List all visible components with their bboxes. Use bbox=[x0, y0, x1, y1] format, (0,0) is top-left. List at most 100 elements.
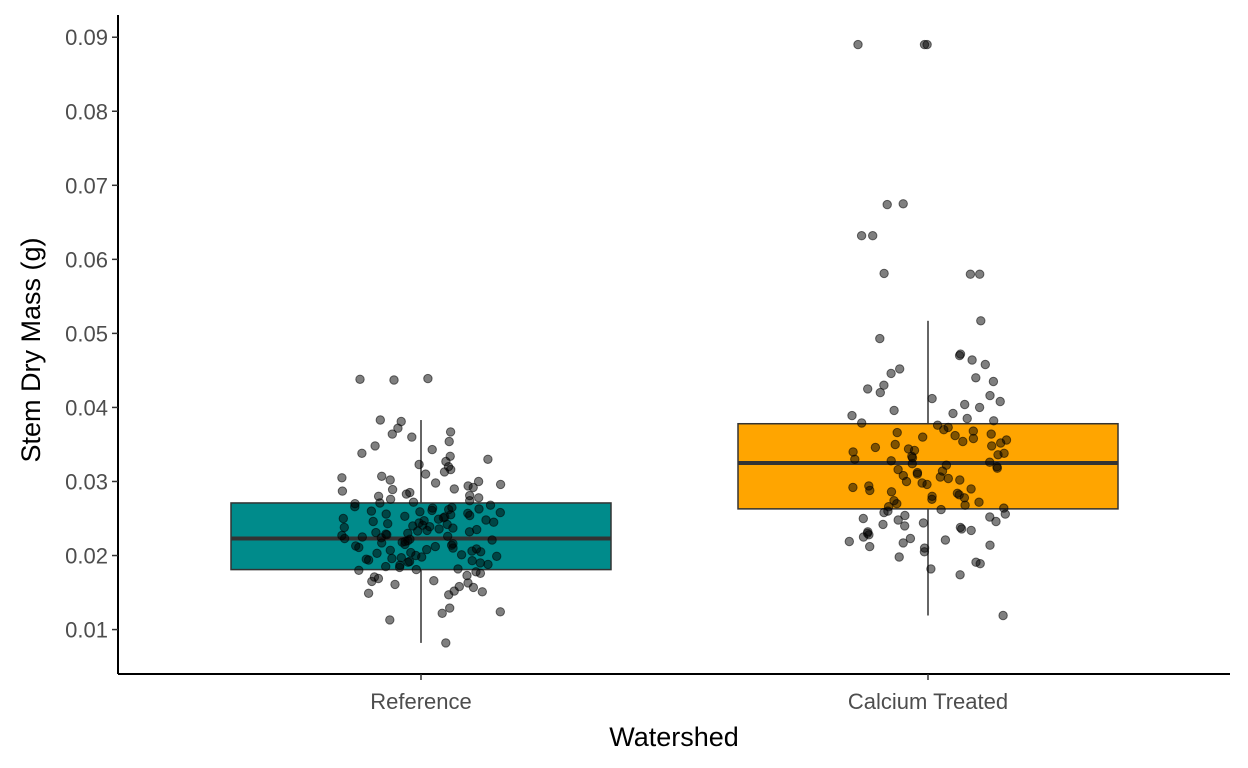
data-point bbox=[995, 396, 1005, 407]
data-point bbox=[437, 608, 447, 618]
y-axis: 0.01 0.02 0.03 0.04 0.05 0.06 0.07 0.08 0.09 bbox=[65, 15, 119, 674]
data-point bbox=[474, 504, 484, 514]
data-point bbox=[385, 545, 395, 555]
data-point bbox=[406, 547, 416, 558]
y-tick-label: 0.07 bbox=[65, 173, 108, 198]
data-point bbox=[917, 478, 927, 488]
data-point bbox=[495, 607, 505, 617]
data-point bbox=[955, 349, 966, 359]
data-point bbox=[366, 506, 377, 516]
data-point bbox=[404, 556, 415, 567]
data-point bbox=[454, 581, 464, 592]
data-point bbox=[858, 513, 868, 524]
data-point bbox=[337, 530, 347, 541]
data-point bbox=[955, 522, 966, 533]
data-point bbox=[449, 484, 459, 494]
data-point bbox=[966, 484, 976, 494]
data-point bbox=[403, 528, 413, 538]
y-tick-label: 0.08 bbox=[65, 99, 108, 124]
data-point bbox=[387, 429, 397, 439]
data-point bbox=[975, 269, 985, 279]
data-point bbox=[462, 570, 472, 581]
data-point bbox=[445, 427, 456, 437]
data-point bbox=[974, 402, 985, 413]
data-point bbox=[890, 439, 900, 450]
data-point bbox=[419, 516, 429, 526]
data-point bbox=[898, 538, 908, 548]
data-point bbox=[381, 561, 391, 572]
data-point bbox=[429, 576, 439, 586]
data-point bbox=[962, 413, 972, 424]
data-points bbox=[337, 39, 1012, 648]
data-point bbox=[927, 491, 937, 501]
data-point bbox=[895, 364, 905, 374]
data-point bbox=[894, 552, 904, 562]
data-point bbox=[369, 572, 380, 582]
data-point bbox=[495, 479, 506, 490]
data-point bbox=[387, 553, 397, 564]
data-point bbox=[903, 444, 914, 454]
data-point bbox=[456, 550, 467, 560]
data-point bbox=[483, 559, 493, 570]
data-point bbox=[414, 459, 424, 470]
y-tick-label: 0.06 bbox=[65, 247, 108, 272]
data-point bbox=[445, 603, 455, 613]
data-point bbox=[893, 515, 903, 525]
data-point bbox=[863, 384, 873, 394]
data-point bbox=[952, 488, 963, 498]
data-point bbox=[967, 355, 977, 365]
data-point bbox=[889, 405, 899, 416]
data-point bbox=[932, 420, 943, 430]
data-point bbox=[472, 524, 482, 535]
data-point bbox=[943, 473, 953, 484]
data-point bbox=[434, 524, 444, 534]
data-point bbox=[465, 490, 475, 501]
data-point bbox=[900, 510, 910, 521]
data-point bbox=[448, 539, 458, 549]
y-tick-label: 0.02 bbox=[65, 544, 108, 569]
data-point bbox=[430, 541, 440, 552]
data-point bbox=[368, 516, 378, 527]
data-point bbox=[922, 39, 932, 50]
data-point bbox=[495, 507, 505, 518]
data-point bbox=[898, 470, 908, 481]
data-point bbox=[427, 503, 438, 513]
data-point bbox=[868, 231, 878, 241]
data-point bbox=[889, 496, 899, 506]
data-point bbox=[339, 522, 349, 533]
data-point bbox=[447, 502, 457, 513]
data-point bbox=[883, 502, 894, 512]
data-point bbox=[396, 553, 406, 563]
data-point bbox=[354, 565, 364, 575]
data-point bbox=[463, 481, 473, 491]
data-point bbox=[396, 416, 406, 427]
data-point bbox=[863, 527, 873, 537]
data-point bbox=[443, 531, 453, 541]
data-point bbox=[886, 368, 896, 379]
data-point bbox=[483, 454, 493, 464]
data-point bbox=[943, 422, 953, 433]
data-point bbox=[420, 469, 431, 479]
data-point bbox=[473, 476, 484, 487]
data-point bbox=[1001, 435, 1012, 445]
data-point bbox=[958, 436, 968, 447]
data-point bbox=[363, 588, 374, 598]
data-point bbox=[853, 39, 863, 50]
data-point bbox=[492, 551, 502, 561]
data-point bbox=[998, 610, 1008, 621]
data-point bbox=[477, 587, 487, 597]
data-point bbox=[926, 564, 936, 574]
data-point bbox=[415, 507, 425, 517]
data-point bbox=[444, 436, 454, 447]
data-point bbox=[407, 432, 417, 442]
data-point bbox=[999, 448, 1009, 458]
data-point bbox=[373, 491, 384, 501]
data-point bbox=[865, 541, 875, 552]
data-point bbox=[955, 570, 965, 580]
data-point bbox=[965, 269, 976, 279]
data-point bbox=[361, 554, 371, 564]
data-point bbox=[385, 615, 395, 625]
data-point bbox=[377, 471, 387, 481]
data-point bbox=[408, 497, 419, 507]
